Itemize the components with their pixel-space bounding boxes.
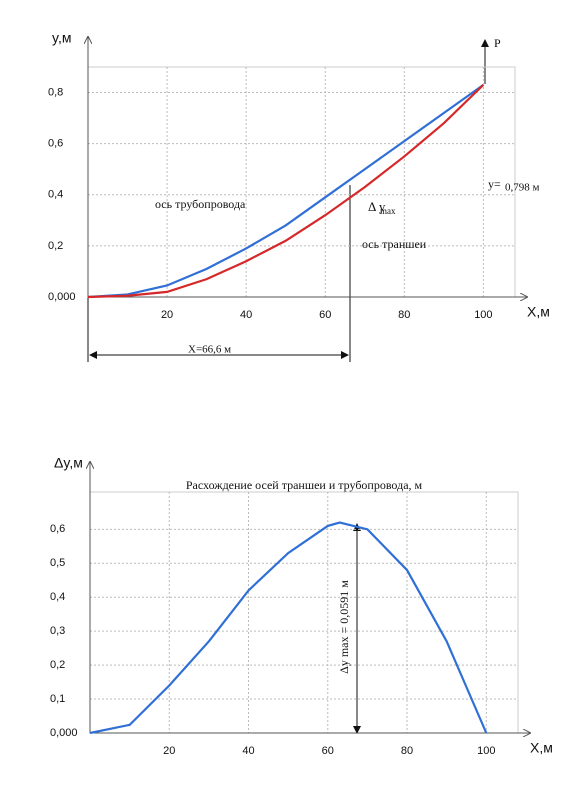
chart-title: Расхождение осей траншеи и трубопровода,… [186,478,423,492]
x-tick-label: 100 [477,745,495,757]
x-tick-label: 100 [474,309,492,321]
x-tick-label: 40 [242,745,254,757]
x-tick-label: 80 [401,745,413,757]
x-tick-label: 20 [161,309,173,321]
y-tick-label: 0,000 [50,727,78,739]
y-axis-label: y,м [52,30,71,46]
annotation: Δy max = 0,0591 м [337,580,351,674]
y-tick-label: 0,6 [48,138,63,150]
annotation: Δ y [368,199,386,214]
y-tick-label: 0,2 [50,659,65,671]
plot-frame [89,491,519,734]
annotation: P [494,36,501,50]
y-axis-label: Δy,м [54,455,83,471]
y-tick-label: 0,3 [50,625,65,637]
data-line [89,521,488,735]
x-tick-label: 60 [319,309,331,321]
x-tick-label: 60 [322,745,334,757]
annotation: y= [488,177,501,191]
series-label: ось траншеи [362,237,427,251]
x-axis-label: X,м [527,304,550,320]
y-tick-label: 0,4 [48,189,63,201]
x-axis-label: X,м [530,740,553,756]
data-line [87,83,485,299]
annotation: X=66,6 м [188,344,231,356]
dimension-lines [87,39,489,734]
y-tick-label: 0,8 [48,86,63,98]
y-tick-label: 0,000 [48,291,76,303]
plot-frame [87,66,516,298]
y-tick-label: 0,1 [50,693,65,705]
x-tick-label: 40 [240,309,252,321]
y-tick-label: 0,4 [50,591,65,603]
annotation: max [380,206,396,216]
x-tick-label: 80 [398,309,410,321]
annotation: 0,798 м [505,182,540,194]
y-tick-label: 0,5 [50,557,65,569]
y-tick-label: 0,2 [48,240,63,252]
data-line [87,84,485,299]
y-tick-label: 0,6 [50,523,65,535]
x-tick-label: 20 [163,745,175,757]
series-label: ось трубопровода [155,197,246,211]
